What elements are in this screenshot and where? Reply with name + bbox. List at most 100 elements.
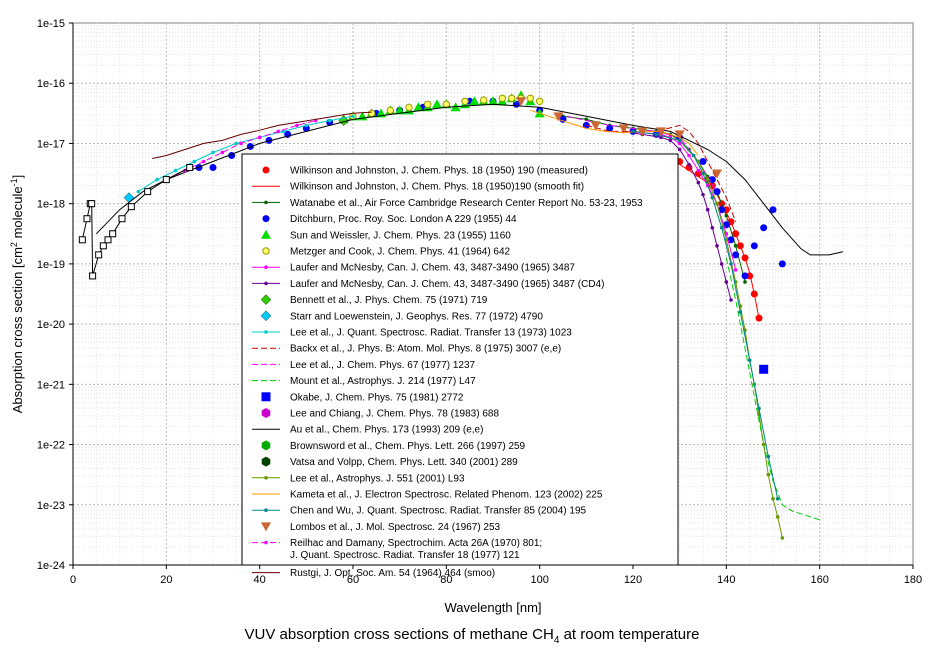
data-point <box>668 138 673 143</box>
data-point <box>201 159 206 164</box>
data-point <box>302 124 310 132</box>
x-tick-label: 120 <box>624 574 642 586</box>
data-point <box>89 272 97 280</box>
data-point <box>239 141 243 146</box>
data-point <box>760 224 768 232</box>
legend-label: Wilkinson and Johnston, J. Chem. Phys. 1… <box>290 182 584 193</box>
data-point <box>461 97 469 105</box>
data-point <box>696 168 701 173</box>
legend-marker <box>264 508 268 512</box>
data-point <box>722 221 730 229</box>
data-point <box>631 129 635 134</box>
data-point <box>733 268 738 272</box>
data-point <box>699 158 707 166</box>
data-point <box>488 96 498 106</box>
data-point <box>677 141 682 146</box>
data-point <box>95 251 103 259</box>
data-point <box>155 177 159 182</box>
data-point <box>118 215 126 223</box>
data-point <box>162 176 170 184</box>
legend-label: Vatsa and Volpp, Chem. Phys. Lett. 340 (… <box>290 457 518 468</box>
data-point <box>761 442 766 447</box>
data-point <box>432 99 442 109</box>
legend-item-20: Kameta et al., J. Electron Spectrosc. Re… <box>252 490 603 501</box>
data-point <box>701 192 705 197</box>
x-tick-label: 160 <box>810 574 828 586</box>
series-line <box>725 257 820 521</box>
legend-label: Au et al., Chem. Phys. 173 (1993) 209 (e… <box>290 425 483 436</box>
legend-marker <box>264 476 268 480</box>
legend-marker <box>261 440 271 451</box>
axes: 0 20 40 60 80 100 120 140 160 180 1e-24 1e-23 1e-22 1… <box>37 18 922 586</box>
data-point <box>715 201 719 206</box>
data-point <box>687 153 691 158</box>
data-point <box>710 225 715 230</box>
data-point <box>295 123 299 128</box>
legend-label: Watanabe et al., Air Force Cambridge Res… <box>290 198 643 209</box>
data-point <box>276 129 281 134</box>
data-point <box>701 171 705 176</box>
data-point <box>759 364 769 374</box>
data-point <box>780 536 785 540</box>
legend-label: Chen and Wu, J. Quant. Spectrosc. Radiat… <box>290 506 587 517</box>
legend-label: Lee et al., J. Chem. Phys. 67 (1977) 123… <box>290 360 476 371</box>
data-point <box>710 195 715 200</box>
data-point <box>729 262 733 266</box>
data-point <box>775 496 780 501</box>
y-tick-label: 1e-22 <box>37 440 65 452</box>
data-point <box>618 124 629 134</box>
data-point <box>747 358 752 363</box>
data-point <box>186 164 194 172</box>
data-point <box>553 112 564 122</box>
legend-marker <box>264 330 268 334</box>
legend-item-1: Wilkinson and Johnston, J. Chem. Phys. 1… <box>252 182 584 193</box>
legend-item-2: Watanabe et al., Air Force Cambridge Res… <box>252 198 643 209</box>
y-tick-label: 1e-15 <box>37 18 65 30</box>
data-point <box>144 188 152 196</box>
legend-item-23: Reilhac and Damany, Spectrochim. Acta 26… <box>252 538 542 561</box>
chart-title-main: VUV absorption cross sections of methane… <box>244 626 554 643</box>
legend-label: Lee and Chiang, J. Chem. Phys. 78 (1983)… <box>290 409 499 420</box>
legend-item-14: Okabe, J. Chem. Phys. 75 (1981) 2772 <box>261 392 464 403</box>
series-11 <box>586 124 737 222</box>
data-point <box>718 206 726 214</box>
legend-item-6: Laufer and McNesby, Can. J. Chem. 43, 34… <box>252 263 575 274</box>
y-tick-label: 1e-20 <box>37 319 65 331</box>
legend-label: Mount et al., Astrophys. J. 214 (1977) L… <box>290 376 476 387</box>
legend-item-4: Sun and Weissler, J. Chem. Phys. 23 (195… <box>261 229 511 241</box>
y-tick-label: 1e-17 <box>37 138 65 150</box>
series-line <box>152 111 372 159</box>
data-point <box>696 180 701 185</box>
data-point <box>637 127 648 137</box>
data-point <box>724 280 729 284</box>
legend-label: Lombos et al., J. Mol. Spectrosc. 24 (19… <box>290 522 501 533</box>
data-point <box>687 162 691 167</box>
series-14 <box>759 364 769 374</box>
y-axis-title: Absorption cross section [cm2 molecule-1… <box>9 175 25 413</box>
series-25 <box>78 164 194 280</box>
data-point <box>173 168 178 173</box>
legend-label: Okabe, J. Chem. Phys. 75 (1981) 2772 <box>290 392 464 403</box>
data-point <box>757 406 761 411</box>
legend-marker <box>262 247 270 255</box>
data-point <box>712 169 722 179</box>
legend-marker <box>261 408 271 418</box>
x-tick-label: 0 <box>70 574 76 586</box>
data-point <box>719 225 724 230</box>
data-point <box>724 213 729 218</box>
legend-marker <box>261 522 271 532</box>
legend-item-17: Brownsword et al., Chem. Phys. Lett. 266… <box>261 440 526 452</box>
series-16 <box>95 103 844 256</box>
y-tick-label: 1e-18 <box>37 199 65 211</box>
data-point <box>677 138 682 143</box>
data-point <box>733 244 738 248</box>
legend-label: Laufer and McNesby, Can. J. Chem. 43, 34… <box>290 279 604 290</box>
legend-label: Lee et al., J. Quant. Spectrosc. Radiat.… <box>290 328 572 339</box>
legend-marker <box>262 215 270 223</box>
data-point <box>88 200 96 208</box>
data-point <box>498 94 507 102</box>
legend-item-13: Mount et al., Astrophys. J. 214 (1977) L… <box>252 376 476 387</box>
legend-item-0: Wilkinson and Johnston, J. Chem. Phys. 1… <box>262 166 588 177</box>
legend-item-19: Lee et al., Astrophys. J. 551 (2001) L93 <box>252 473 465 484</box>
x-tick-label: 100 <box>530 574 548 586</box>
